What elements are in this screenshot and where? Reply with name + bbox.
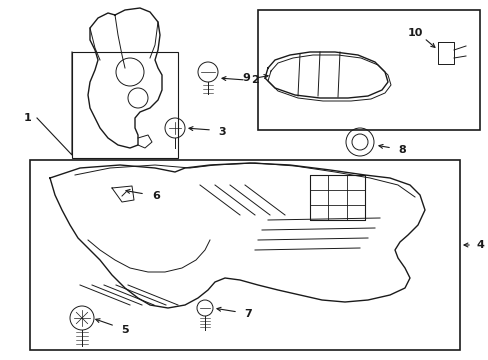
Bar	[309, 175, 364, 220]
Text: 2: 2	[251, 75, 258, 85]
Bar	[72, 52, 178, 158]
Bar	[258, 10, 479, 130]
Text: 9: 9	[242, 73, 249, 83]
Text: 7: 7	[244, 309, 251, 319]
Text: 8: 8	[397, 145, 405, 155]
Text: 5: 5	[121, 325, 128, 335]
Text: 10: 10	[407, 28, 422, 38]
Text: 3: 3	[218, 127, 225, 137]
Text: 6: 6	[152, 191, 160, 201]
Text: 4: 4	[475, 240, 483, 250]
Bar	[30, 160, 459, 350]
Text: 1: 1	[24, 113, 32, 123]
